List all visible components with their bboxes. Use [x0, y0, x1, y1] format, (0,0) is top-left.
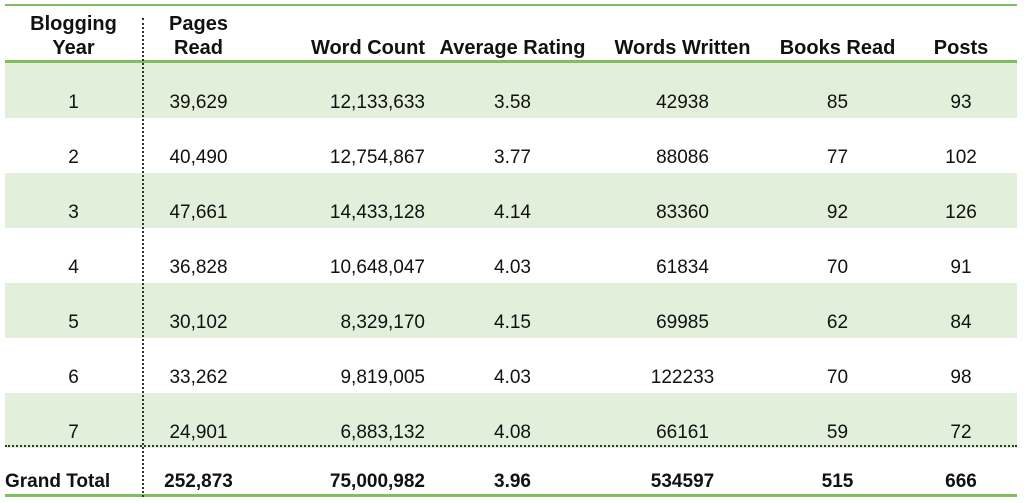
column-header: Blogging Year [5, 12, 142, 60]
table-cell: 3 [68, 202, 79, 223]
table-cell: 77 [826, 147, 849, 168]
column-header-line: Blogging [30, 13, 117, 35]
column-header-line: Read [174, 37, 223, 59]
table-cell: 70 [826, 367, 849, 388]
column-header-line: Pages [169, 13, 228, 35]
column-header: Word Count [255, 36, 430, 60]
table-cell: 4.03 [494, 257, 531, 278]
table-cell: 6,883,132 [340, 422, 425, 443]
table-cell: 66161 [656, 422, 709, 443]
table-cell: 4.14 [494, 202, 531, 223]
column-header: Average Rating [430, 36, 595, 60]
column-header: Pages Read [142, 12, 255, 60]
grand-total-row: Grand Total 252,873 75,000,982 3.96 534597 51… [5, 445, 1017, 497]
table-row: 4 36,828 10,648,047 4.03 61834 70 91 [5, 228, 1017, 283]
table-cell: 6 [68, 367, 79, 388]
table-cell: 88086 [656, 147, 709, 168]
table-cell: 61834 [656, 257, 709, 278]
table-cell: 122233 [650, 367, 715, 388]
table-cell: 39,629 [169, 92, 228, 113]
grand-total-label: Grand Total [5, 471, 111, 492]
table-row: 2 40,490 12,754,867 3.77 88086 77 102 [5, 118, 1017, 173]
table-row: 5 30,102 8,329,170 4.15 69985 62 84 [5, 283, 1017, 338]
top-rule [5, 4, 1017, 6]
table-cell: 84 [950, 312, 972, 333]
column-header-line: Posts [933, 37, 989, 59]
table-cell: 4.03 [494, 367, 531, 388]
table-cell: 92 [826, 202, 849, 223]
table-cell: 70 [826, 257, 849, 278]
table-row: 1 39,629 12,133,633 3.58 42938 85 93 [5, 63, 1017, 118]
grand-total-cell: 252,873 [164, 471, 233, 492]
table-row: 3 47,661 14,433,128 4.14 83360 92 126 [5, 173, 1017, 228]
table-cell: 3.58 [494, 92, 531, 113]
table-cell: 102 [945, 147, 977, 168]
column-header-line: Books Read [779, 37, 896, 59]
column-divider [142, 18, 144, 497]
header-row: Blogging Year Pages Read Word Count Average R… [5, 6, 1017, 63]
column-header-line: Year [52, 37, 95, 59]
grand-total-cell: 534597 [650, 471, 715, 492]
column-header-line: Words Written [614, 37, 751, 59]
table-cell: 72 [950, 422, 972, 443]
table-cell: 7 [68, 422, 79, 443]
table-cell: 5 [68, 312, 79, 333]
table-cell: 126 [945, 202, 977, 223]
grand-total-cell: 75,000,982 [329, 471, 425, 492]
table-cell: 91 [950, 257, 972, 278]
table-cell: 40,490 [169, 147, 228, 168]
table-cell: 4.15 [494, 312, 531, 333]
table-cell: 93 [950, 92, 972, 113]
table-cell: 83360 [656, 202, 709, 223]
column-header: Posts [905, 36, 1017, 60]
grand-total-cell: 3.96 [494, 471, 531, 492]
table-cell: 4 [68, 257, 79, 278]
table-cell: 30,102 [169, 312, 228, 333]
table-row: 6 33,262 9,819,005 4.03 122233 70 98 [5, 338, 1017, 393]
table-cell: 85 [826, 92, 849, 113]
column-header-line: Word Count [310, 37, 425, 59]
table-cell: 62 [826, 312, 849, 333]
grand-total-cell: 515 [821, 471, 854, 492]
table-cell: 12,754,867 [329, 147, 425, 168]
table-cell: 1 [68, 92, 79, 113]
table-cell: 59 [826, 422, 849, 443]
table-cell: 33,262 [169, 367, 228, 388]
table-cell: 2 [68, 147, 79, 168]
table-cell: 4.08 [494, 422, 531, 443]
column-header: Words Written [595, 36, 770, 60]
table-cell: 69985 [656, 312, 709, 333]
table-cell: 3.77 [494, 147, 531, 168]
table-cell: 36,828 [169, 257, 228, 278]
table-cell: 24,901 [169, 422, 228, 443]
table-cell: 12,133,633 [329, 92, 425, 113]
table-cell: 9,819,005 [340, 367, 425, 388]
table-row: 7 24,901 6,883,132 4.08 66161 59 72 [5, 393, 1017, 448]
column-header-line: Average Rating [439, 37, 586, 59]
column-header: Books Read [770, 36, 905, 60]
table-cell: 42938 [656, 92, 709, 113]
table-cell: 98 [950, 367, 972, 388]
grand-total-cell: 666 [945, 471, 977, 492]
table-cell: 14,433,128 [329, 202, 425, 223]
table-cell: 8,329,170 [340, 312, 425, 333]
table-cell: 10,648,047 [329, 257, 425, 278]
table-cell: 47,661 [169, 202, 228, 223]
